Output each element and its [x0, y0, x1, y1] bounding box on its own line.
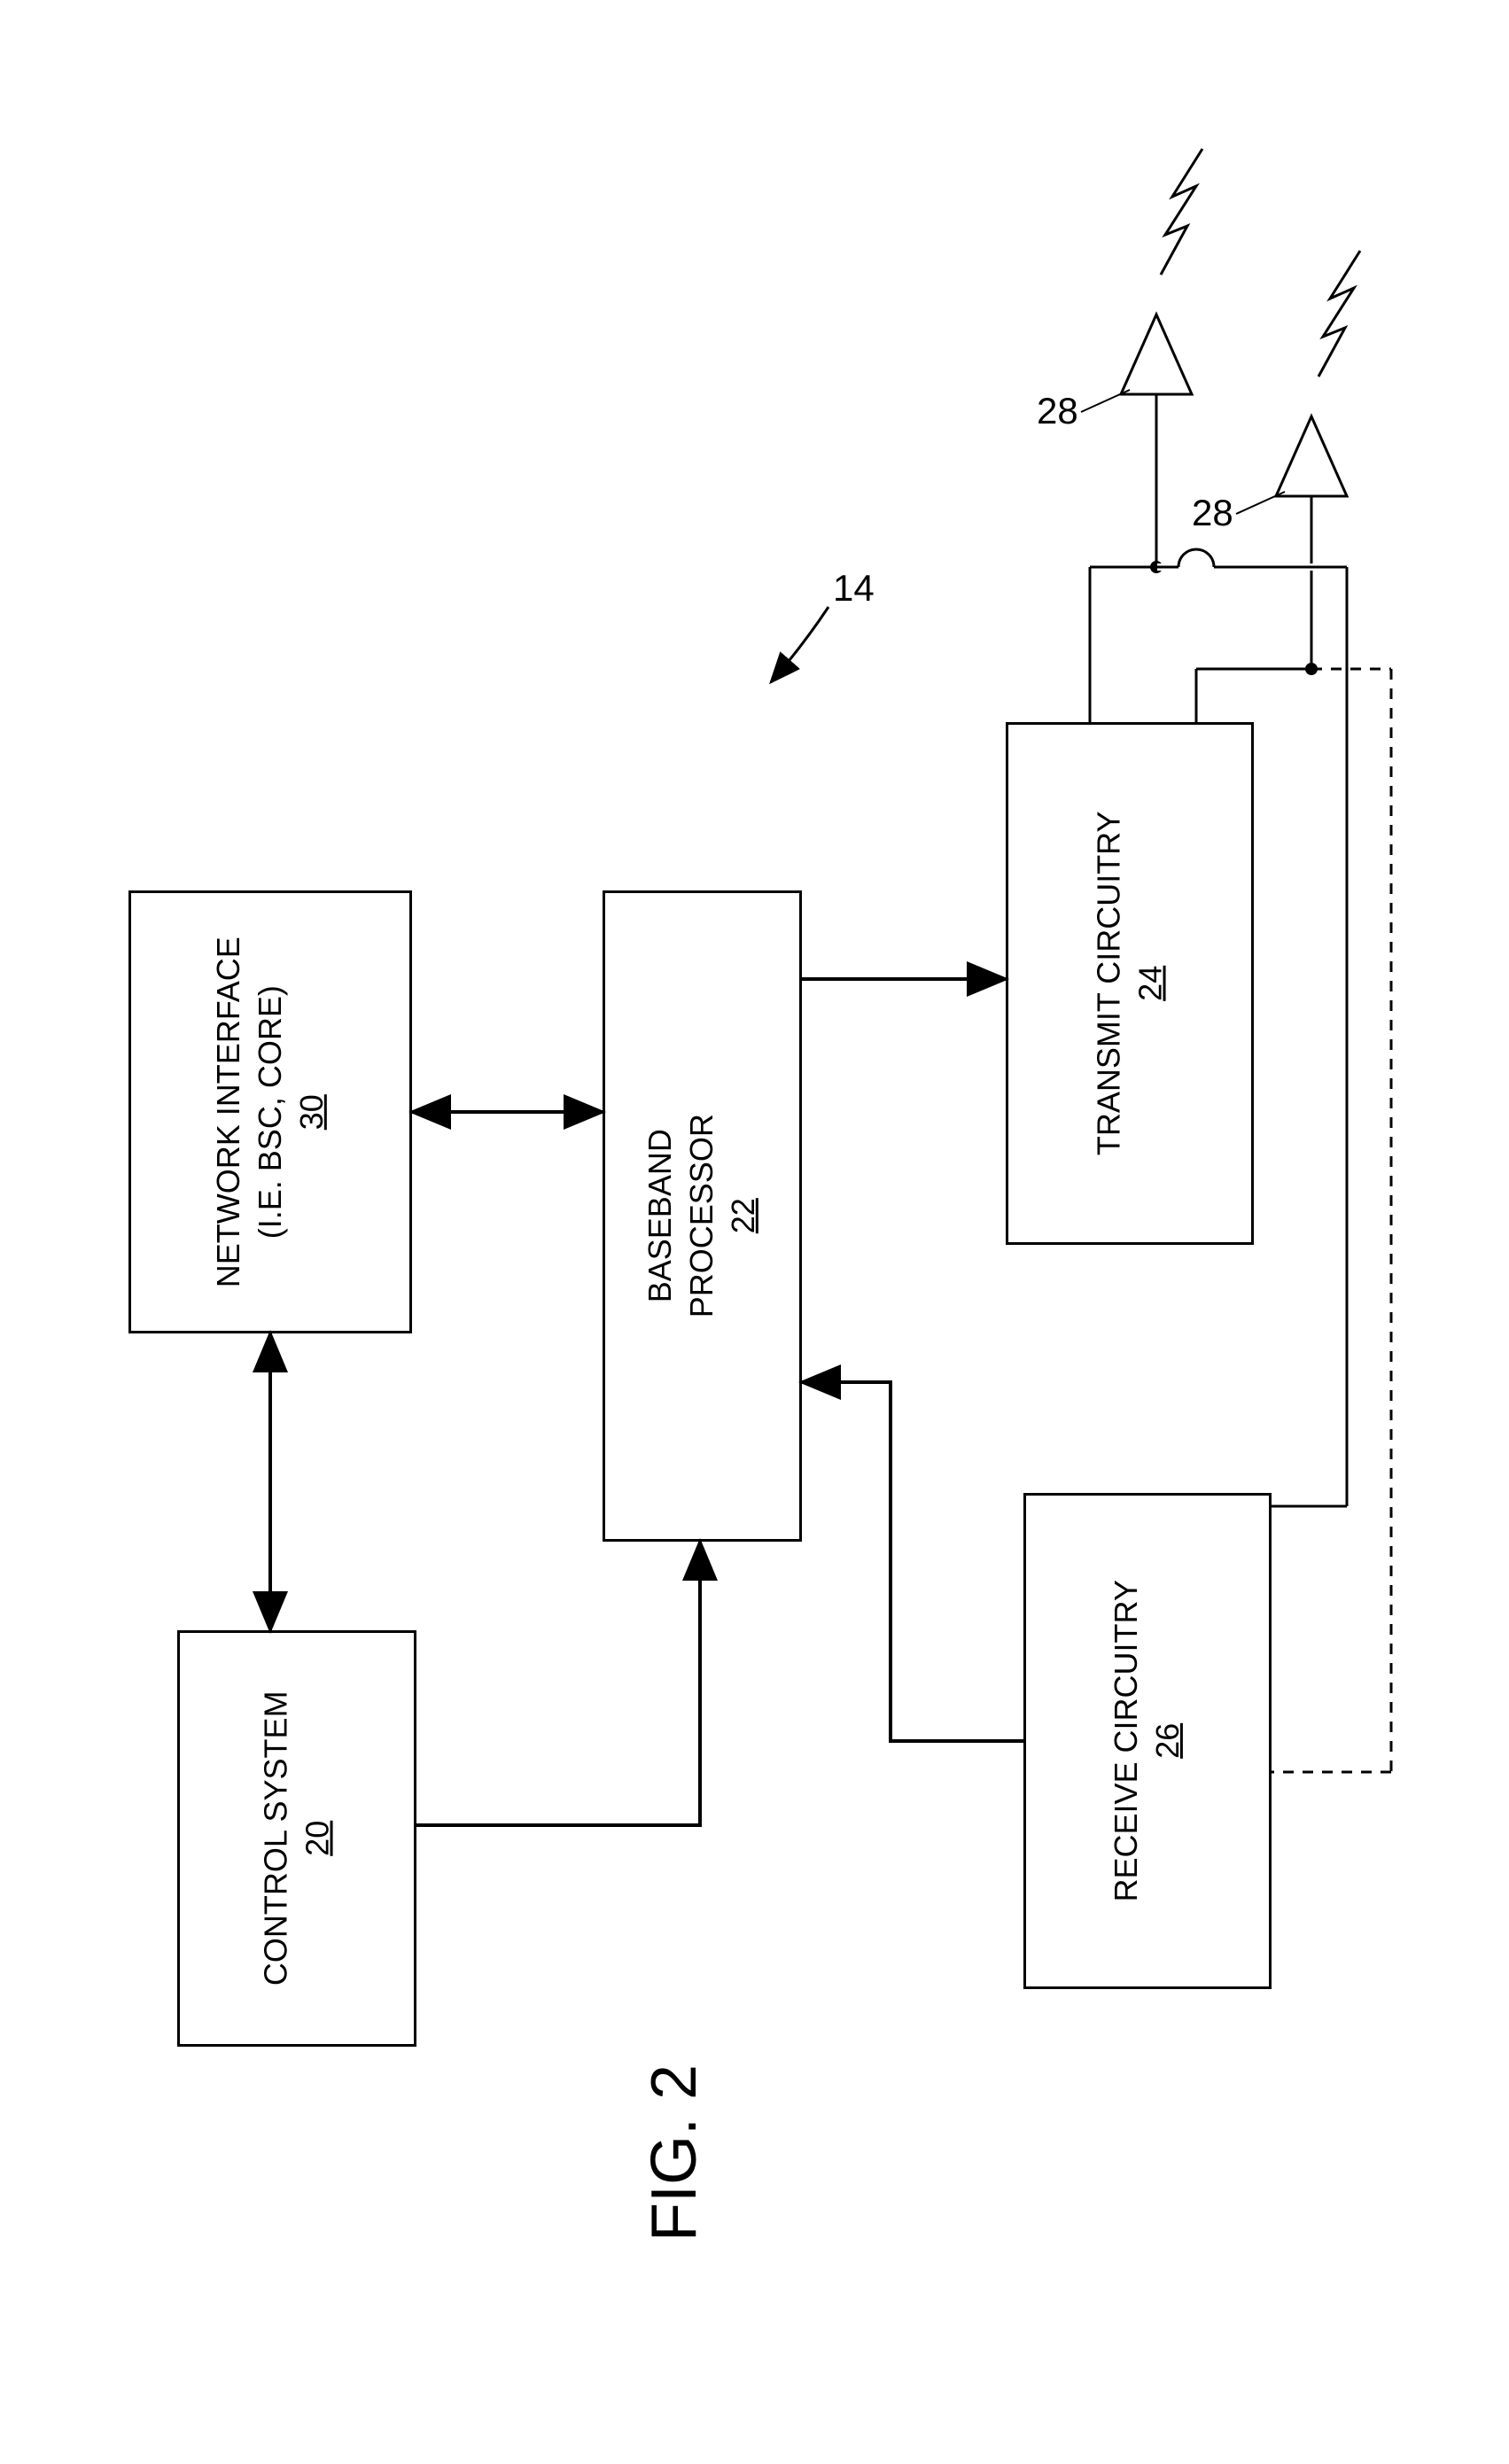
transmit-circuitry-block: TRANSMIT CIRCUITRY 24: [1006, 722, 1254, 1245]
baseband-processor-label-2: PROCESSOR: [683, 1114, 719, 1318]
figure-label: FIG. 2: [638, 2064, 711, 2242]
antenna-right-icon: [1276, 251, 1360, 669]
network-interface-number: 30: [292, 1094, 329, 1130]
network-interface-label-2: (I.E. BSC, CORE): [252, 985, 288, 1239]
control-system-block: CONTROL SYSTEM 20: [177, 1630, 416, 2047]
receive-circuitry-block: RECEIVE CIRCUITRY 26: [1023, 1493, 1272, 1989]
antenna-left-icon: [1121, 149, 1202, 567]
baseband-processor-label-1: BASEBAND: [642, 1129, 678, 1302]
network-interface-block: NETWORK INTERFACE (I.E. BSC, CORE) 30: [128, 890, 412, 1333]
baseband-processor-block: BASEBAND PROCESSOR 22: [603, 890, 802, 1542]
antenna-right-label: 28: [1192, 492, 1233, 534]
control-system-number: 20: [299, 1821, 335, 1856]
receive-circuitry-label: RECEIVE CIRCUITRY: [1108, 1580, 1144, 1901]
figure-ref-14: 14: [833, 567, 875, 610]
control-system-label: CONTROL SYSTEM: [257, 1691, 293, 1986]
network-interface-label-1: NETWORK INTERFACE: [210, 937, 246, 1287]
antenna-left-label: 28: [1037, 390, 1078, 432]
receive-circuitry-number: 26: [1149, 1723, 1186, 1759]
transmit-circuitry-label: TRANSMIT CIRCUITRY: [1090, 812, 1126, 1156]
baseband-processor-number: 22: [725, 1198, 761, 1233]
transmit-circuitry-number: 24: [1132, 966, 1168, 1001]
